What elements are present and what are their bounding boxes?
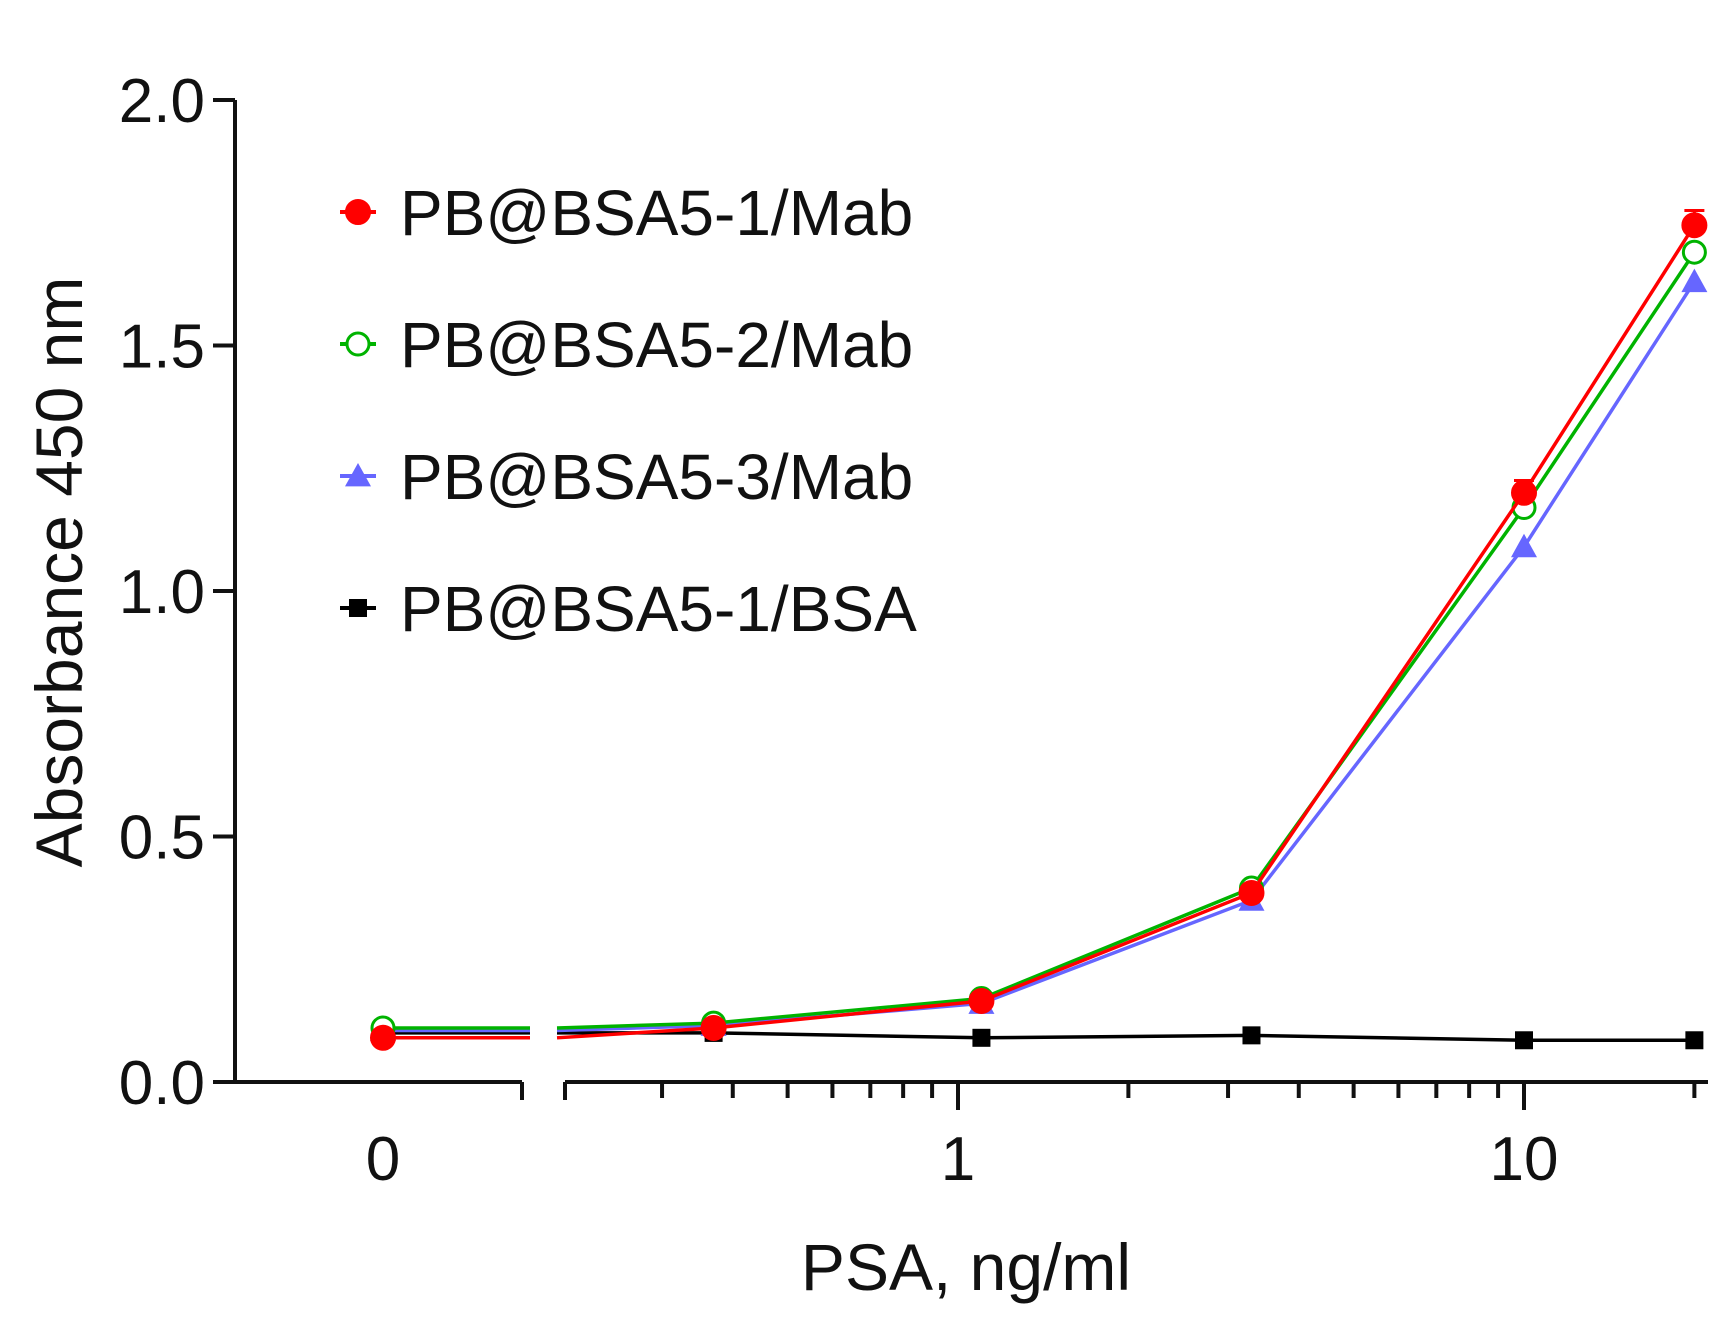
x-tick-label: 10 <box>1490 1125 1559 1194</box>
x-tick-label: 1 <box>941 1125 975 1194</box>
series-line <box>557 1031 1695 1043</box>
legend-label: PB@BSA5-1/BSA <box>400 573 917 645</box>
series-line <box>556 224 1696 1040</box>
legend-label: PB@BSA5-1/Mab <box>400 177 913 249</box>
legend-marker <box>345 199 371 225</box>
data-point <box>370 1024 396 1051</box>
ticks: 0.0 0.5 1.0 1.5 2.0 0 1 10 <box>119 67 1697 1194</box>
data-point <box>1238 879 1265 906</box>
x-axis-title: PSA, ng/ml <box>801 1230 1131 1304</box>
data-point <box>1515 1031 1533 1050</box>
data-point <box>1511 533 1537 558</box>
legend-marker <box>349 599 367 617</box>
series-1 <box>370 208 1708 1051</box>
y-tick-label: 2.0 <box>119 67 205 136</box>
data-point <box>700 1014 727 1041</box>
data-point <box>1681 239 1707 265</box>
legend-entry-2: PB@BSA5-2/Mab <box>340 309 913 381</box>
y-tick-label: 1.0 <box>119 558 205 627</box>
series-layer <box>370 208 1708 1051</box>
legend-entry-3: PB@BSA5-3/Mab <box>340 441 913 513</box>
legend-marker <box>345 331 371 357</box>
legend: PB@BSA5-1/Mab PB@BSA5-2/Mab PB@BSA5-3/Mab P… <box>340 177 917 645</box>
legend-label: PB@BSA5-3/Mab <box>400 441 913 513</box>
legend-entry-1: PB@BSA5-1/Mab <box>340 177 913 249</box>
data-point <box>1242 1026 1261 1045</box>
data-point <box>1681 268 1708 293</box>
data-point <box>968 987 995 1014</box>
data-point <box>1685 1031 1704 1050</box>
y-tick-label: 1.5 <box>119 313 205 382</box>
data-point <box>1511 479 1537 506</box>
y-axis-title: Absorbance 450 nm <box>22 277 96 868</box>
legend-marker <box>345 463 371 487</box>
series-line <box>556 280 1696 1033</box>
legend-entry-4: PB@BSA5-1/BSA <box>340 573 917 645</box>
series-3 <box>370 268 1708 1041</box>
data-point <box>972 1028 991 1047</box>
y-tick-label: 0.0 <box>119 1049 205 1118</box>
y-tick-label: 0.5 <box>119 804 205 873</box>
data-point <box>1681 212 1708 239</box>
x-tick-label: 0 <box>366 1125 400 1194</box>
legend-label: PB@BSA5-2/Mab <box>400 309 913 381</box>
series-line <box>556 251 1696 1030</box>
